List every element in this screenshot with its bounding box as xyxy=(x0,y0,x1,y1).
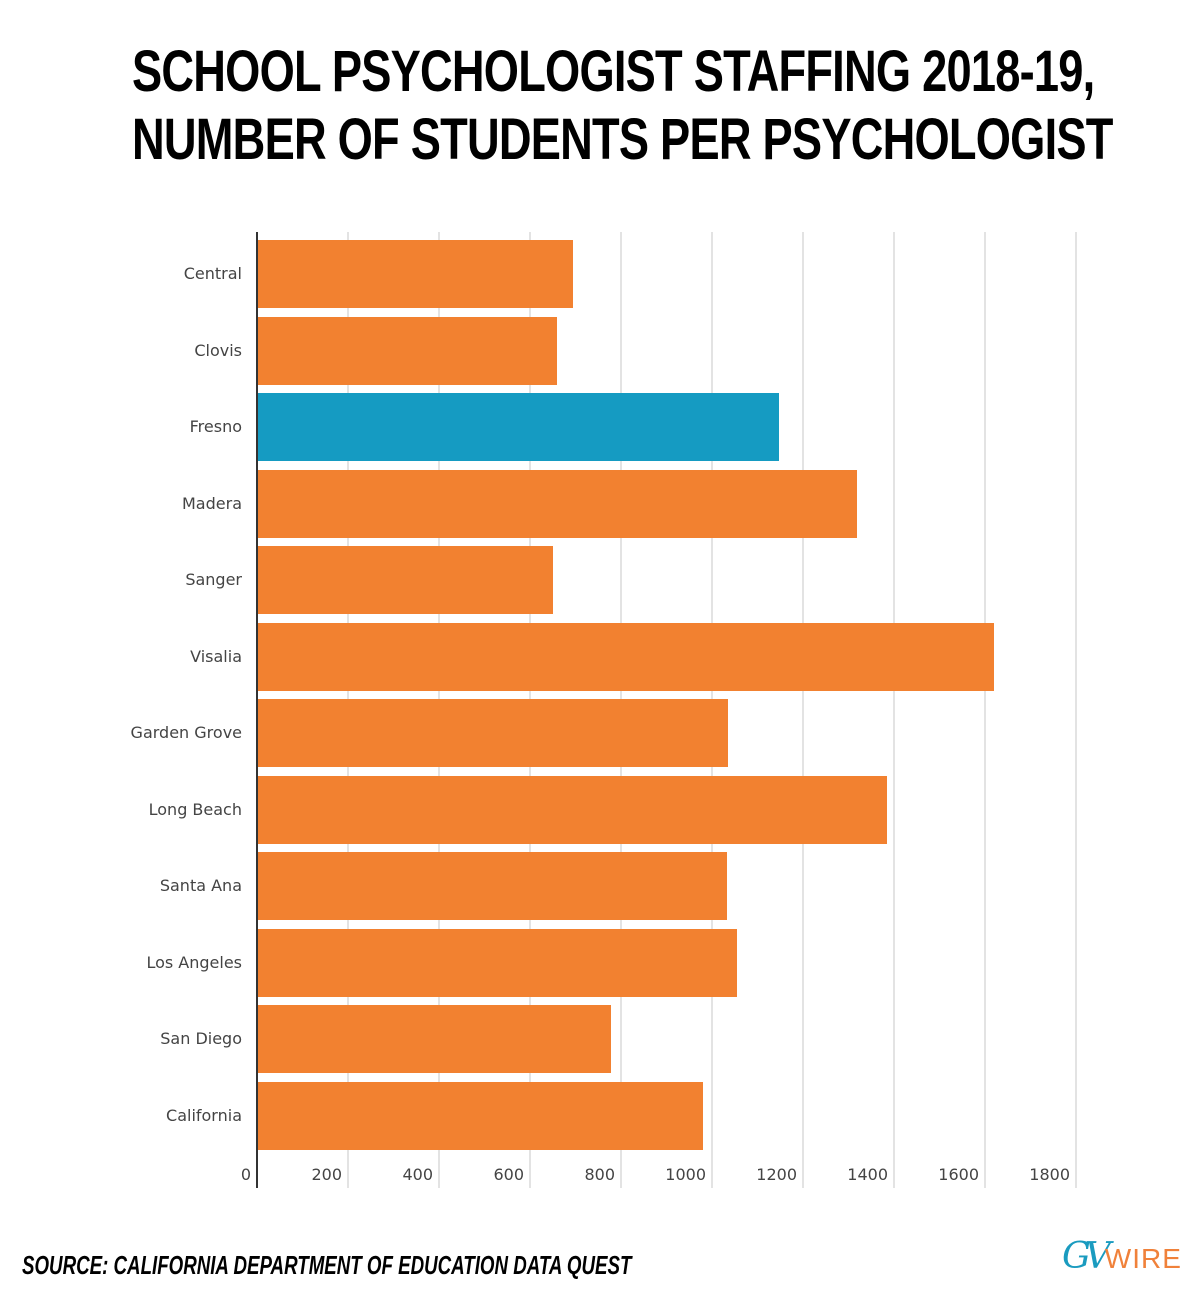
category-label: Clovis xyxy=(194,340,242,360)
logo-gv-mark: GV xyxy=(1062,1236,1111,1277)
category-label: Long Beach xyxy=(148,799,242,819)
bar-sanger xyxy=(258,546,553,614)
gridline xyxy=(984,232,986,1188)
category-label: California xyxy=(166,1105,242,1125)
category-label: Garden Grove xyxy=(130,723,242,742)
bar-long-beach xyxy=(258,775,887,844)
chart-title: SCHOOL PSYCHOLOGIST STAFFING 2018-19, NU… xyxy=(132,38,1113,174)
chart-title-line-1: SCHOOL PSYCHOLOGIST STAFFING 2018-19, xyxy=(132,39,1095,104)
category-label: Santa Ana xyxy=(159,876,242,895)
bar-visalia xyxy=(258,622,994,691)
chart-title-line-2: NUMBER OF STUDENTS PER PSYCHOLOGIST xyxy=(132,107,1113,172)
gridline xyxy=(1075,232,1077,1188)
bar-clovis xyxy=(258,316,557,385)
x-tick-label: 1800 xyxy=(1029,1165,1070,1184)
category-label: Visalia xyxy=(190,646,242,666)
x-tick-label: 1600 xyxy=(938,1165,979,1184)
category-label: San Diego xyxy=(160,1029,242,1048)
bar-california xyxy=(258,1081,703,1150)
category-label: Los Angeles xyxy=(146,952,242,972)
y-axis-line xyxy=(256,232,258,1188)
bar-los-angeles xyxy=(258,928,738,997)
bar-madera xyxy=(258,469,857,538)
x-tick-label: 600 xyxy=(493,1165,524,1184)
gridline xyxy=(893,232,895,1188)
x-tick-label: 200 xyxy=(311,1165,342,1184)
category-label: Central xyxy=(183,264,242,283)
x-tick-label: 0 xyxy=(240,1165,251,1184)
x-tick-label: 1200 xyxy=(756,1165,797,1184)
category-label: Madera xyxy=(182,493,242,513)
gridline xyxy=(802,232,804,1188)
logo-wire-text: WIRE xyxy=(1104,1243,1182,1274)
bar-santa-ana xyxy=(258,852,728,920)
bar-fresno xyxy=(258,393,779,461)
category-label: Sanger xyxy=(185,570,242,589)
x-tick-label: 400 xyxy=(402,1165,433,1184)
bar-san-diego xyxy=(258,1005,612,1073)
gvwire-logo: GVWIRE xyxy=(1062,1236,1182,1280)
category-label: Fresno xyxy=(189,417,242,436)
bar-garden-grove xyxy=(258,699,728,767)
bar-central xyxy=(258,240,573,308)
x-tick-label: 1000 xyxy=(665,1165,706,1184)
x-tick-label: 1400 xyxy=(847,1165,888,1184)
x-tick-label: 800 xyxy=(584,1165,615,1184)
source-note: SOURCE: CALIFORNIA DEPARTMENT OF EDUCATI… xyxy=(22,1250,632,1280)
